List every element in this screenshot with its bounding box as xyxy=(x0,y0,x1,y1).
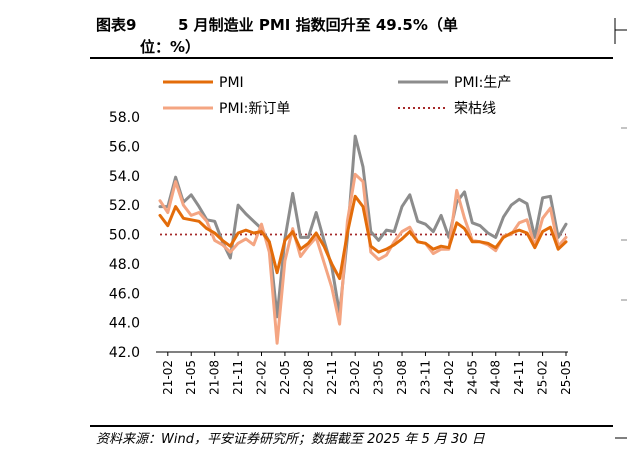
chart-title-line2: 位：%） xyxy=(140,38,201,56)
x-tick-label: 21-02 xyxy=(161,360,175,395)
x-tick-label: 21-11 xyxy=(231,360,245,395)
legend-label-1: PMI:生产 xyxy=(454,75,511,91)
x-tick-label: 21-05 xyxy=(184,360,198,395)
x-tick-label: 23-02 xyxy=(348,360,362,395)
x-tick-label: 24-02 xyxy=(442,360,456,395)
y-tick-label: 54.0 xyxy=(109,169,140,185)
y-tick-label: 46.0 xyxy=(109,286,140,302)
top-rule xyxy=(90,57,613,59)
source-note: 资料来源：Wind，平安证券研究所；数据截至 2025 年 5 月 30 日 xyxy=(96,432,485,447)
x-tick-label: 24-08 xyxy=(489,360,503,395)
series-line-2 xyxy=(158,172,568,345)
y-tick-label: 52.0 xyxy=(109,198,140,214)
plot-area xyxy=(158,134,568,345)
y-tick-label: 48.0 xyxy=(109,257,140,273)
x-tick-label: 23-11 xyxy=(418,360,432,395)
x-tick-label: 23-08 xyxy=(395,360,409,395)
legend-label-0: PMI xyxy=(219,75,244,91)
y-axis: 42.0 44.0 46.0 48.0 50.0 52.0 54.0 56.0 58.0 xyxy=(109,110,140,361)
legend: PMI PMI:生产 PMI:新订单 荣枯线 xyxy=(163,75,511,117)
y-tick-label: 56.0 xyxy=(109,139,140,155)
figure-label: 图表9 xyxy=(96,16,137,34)
y-tick-label: 44.0 xyxy=(109,316,140,332)
series-line-0 xyxy=(158,194,568,281)
bottom-rule xyxy=(90,425,613,427)
x-tick-label: 21-08 xyxy=(208,360,222,395)
x-tick-label: 22-05 xyxy=(278,360,292,395)
legend-label-3: 荣枯线 xyxy=(454,101,496,117)
adjacent-page-edge xyxy=(614,18,627,439)
x-tick-label: 25-02 xyxy=(536,360,550,395)
x-tick-label: 25-05 xyxy=(559,360,573,395)
y-tick-label: 42.0 xyxy=(109,345,140,361)
x-tick-label: 24-05 xyxy=(465,360,479,395)
x-tick-label: 23-05 xyxy=(372,360,386,395)
x-tick-label: 24-11 xyxy=(512,360,526,395)
x-tick-label: 22-08 xyxy=(301,360,315,395)
legend-label-2: PMI:新订单 xyxy=(219,101,290,117)
x-tick-label: 22-02 xyxy=(255,360,269,395)
series-line-1 xyxy=(158,134,568,319)
chart-title-line1: 5 月制造业 PMI 指数回升至 49.5%（单 xyxy=(178,16,458,34)
y-tick-label: 58.0 xyxy=(109,110,140,126)
x-tick-label: 22-11 xyxy=(325,360,339,395)
y-tick-label: 50.0 xyxy=(109,228,140,244)
x-axis: 21-02 21-05 21-08 21-11 22-02 22-05 22-08 22-11… xyxy=(156,351,573,395)
